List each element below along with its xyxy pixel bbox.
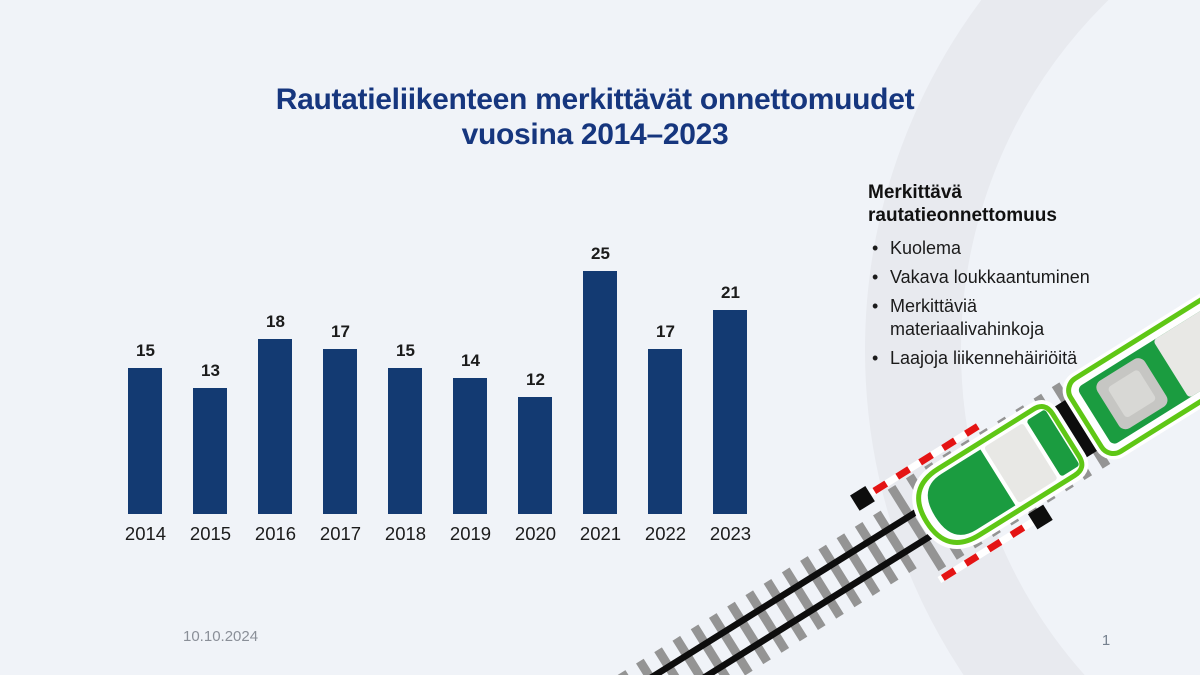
- train-second-car: [1062, 249, 1200, 460]
- bar-column-2015: 13 2015: [178, 228, 243, 546]
- background-swoosh: [865, 0, 1109, 675]
- bullet-marker: •: [872, 296, 879, 316]
- bullet-text: Vakava loukkaantuminen: [890, 267, 1090, 287]
- bar-year-label: 2021: [579, 523, 622, 544]
- track-sleepers: [508, 507, 921, 675]
- bar-column-2017: 17 2017: [308, 228, 373, 546]
- bar-column-2018: 15 2018: [373, 228, 438, 546]
- bar-year-label: 2015: [189, 523, 232, 544]
- bar-value-label: 12: [526, 370, 545, 389]
- bar-2022: [648, 349, 682, 514]
- page-title-line2: vuosina 2014–2023: [461, 118, 729, 151]
- bar-value-label: 21: [721, 283, 740, 302]
- bar-chart: 15 2014 13 2015 18 2016 17 2017 15 2018 14 2019 12 20…: [113, 228, 763, 546]
- bar-value-label: 15: [396, 341, 415, 360]
- warning-line-right: [937, 504, 1053, 583]
- bullet-text: Kuolema: [890, 238, 962, 258]
- info-panel-heading: Merkittävä rautatieonnettomuus: [868, 182, 1057, 226]
- bar-value-label: 17: [331, 322, 350, 341]
- bar-value-label: 18: [266, 312, 285, 331]
- bullet-marker: •: [872, 267, 879, 287]
- bullet-item: • Vakava loukkaantuminen: [868, 266, 1124, 289]
- bar-value-label: 17: [656, 322, 675, 341]
- bar-column-2020: 12 2020: [503, 228, 568, 546]
- bar-2020: [518, 397, 552, 514]
- front-car-cab-section: [927, 449, 1016, 535]
- bar-value-label: 25: [591, 244, 610, 263]
- train-front-car: [912, 400, 1089, 549]
- page-title: Rautatieliikenteen merkittävät onnettomu…: [0, 82, 1190, 152]
- bar-column-2021: 25 2021: [568, 228, 633, 546]
- bar-value-label: 15: [136, 341, 155, 360]
- bar-year-label: 2022: [644, 523, 687, 544]
- bar-year-label: 2023: [709, 523, 752, 544]
- bar-year-label: 2016: [254, 523, 297, 544]
- rail-right: [532, 524, 947, 675]
- bar-column-2023: 21 2023: [698, 228, 763, 546]
- bar-2014: [128, 368, 162, 514]
- bullet-list: • Kuolema • Vakava loukkaantuminen • Merkittä…: [868, 237, 1124, 370]
- bar-column-2019: 14 2019: [438, 228, 503, 546]
- bar-2016: [258, 339, 292, 514]
- bullet-text: Merkittäviä materiaalivahinkoja: [890, 296, 1045, 339]
- bar-2018: [388, 368, 422, 514]
- page-number: 1: [1101, 632, 1111, 649]
- bar-year-label: 2017: [319, 523, 362, 544]
- front-car-gray-section: [984, 424, 1057, 503]
- front-car-rear-section: [1027, 410, 1079, 476]
- bullet-item: • Merkittäviä materiaalivahinkoja: [868, 295, 1124, 341]
- bar-2023: [713, 310, 747, 514]
- bar-year-label: 2018: [384, 523, 427, 544]
- bar-year-label: 2020: [514, 523, 557, 544]
- warning-line-left: [850, 423, 980, 511]
- rail-left: [517, 500, 932, 675]
- bar-2019: [453, 378, 487, 514]
- bullet-marker: •: [872, 348, 879, 368]
- bar-column-2022: 17 2022: [633, 228, 698, 546]
- bar-column-2016: 18 2016: [243, 228, 308, 546]
- bar-column-2014: 15 2014: [113, 228, 178, 546]
- bar-value-label: 14: [461, 351, 480, 370]
- bullet-marker: •: [872, 238, 879, 258]
- slide-date: 10.10.2024: [183, 628, 259, 645]
- bullet-item: • Kuolema: [868, 237, 1124, 260]
- bar-value-label: 13: [201, 361, 220, 380]
- info-panel: Merkittävä rautatieonnettomuus • Kuolema •…: [868, 181, 1124, 376]
- bar-2015: [193, 388, 227, 514]
- second-car-hatch-inner: [1108, 370, 1156, 417]
- page-title-line1: Rautatieliikenteen merkittävät onnettomu…: [275, 83, 915, 116]
- second-car-gray-section: [1154, 263, 1200, 397]
- railway-scene: [508, 249, 1200, 675]
- bar-2017: [323, 349, 357, 514]
- bar-year-label: 2014: [124, 523, 167, 544]
- bullet-item: • Laajoja liikennehäiriöitä: [868, 347, 1124, 370]
- bar-2021: [583, 271, 617, 514]
- bar-year-label: 2019: [449, 523, 492, 544]
- bullet-text: Laajoja liikennehäiriöitä: [890, 348, 1078, 368]
